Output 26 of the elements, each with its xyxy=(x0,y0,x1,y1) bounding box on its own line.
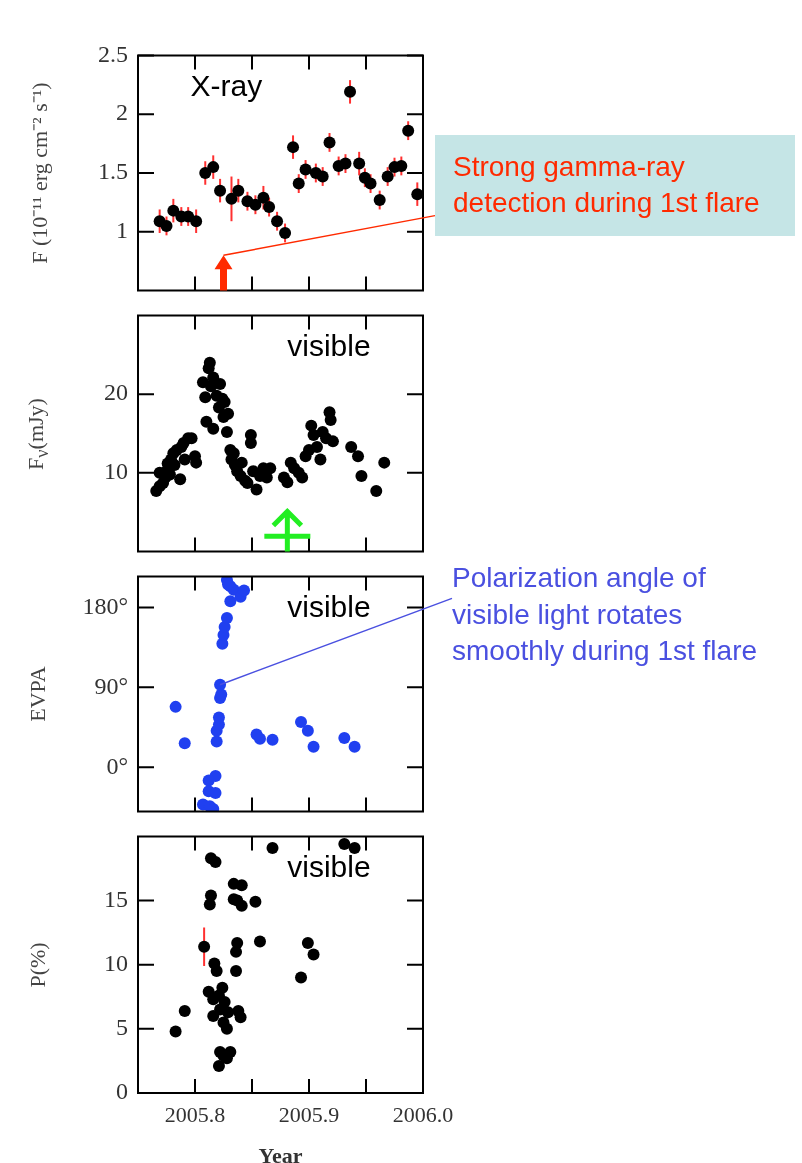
annotation: visible xyxy=(287,850,371,885)
annotation: visible xyxy=(287,590,371,625)
y-axis-title: P(%) xyxy=(25,942,51,988)
annotation: Polarization angle of visible light rotates smoothly during 1st flare xyxy=(452,561,759,668)
y-tick-label: 1.5 xyxy=(98,158,128,185)
annotation: visible xyxy=(287,329,371,364)
y-tick-label: 90° xyxy=(94,672,128,699)
y-tick-label: 15 xyxy=(104,885,128,912)
y-tick-label: 180° xyxy=(82,592,128,619)
y-tick-label: 0° xyxy=(106,752,128,779)
y-tick-label: 10 xyxy=(104,950,128,976)
x-tick-label: 2005.9 xyxy=(278,1101,340,1127)
y-tick-label: 2 xyxy=(116,99,128,126)
y-tick-label: 5 xyxy=(116,1014,128,1041)
y-axis-title: EVPA xyxy=(25,666,51,722)
text: Strong gamma-ray detection during 1st flare xyxy=(435,134,795,236)
y-tick-label: 1 xyxy=(116,217,128,244)
y-axis-title: F (10⁻¹¹ erg cm⁻² s⁻¹) xyxy=(26,82,53,264)
x-tick-label: 2006.0 xyxy=(392,1101,454,1127)
x-axis-title: Year xyxy=(258,1143,303,1163)
y-tick-label: 2.5 xyxy=(98,40,128,67)
y-tick-label: 20 xyxy=(104,379,128,406)
annotation: X-ray xyxy=(190,69,263,104)
y-tick-label: 0 xyxy=(116,1078,128,1105)
y-tick-label: 10 xyxy=(104,458,128,485)
x-tick-label: 2005.8 xyxy=(164,1101,226,1127)
